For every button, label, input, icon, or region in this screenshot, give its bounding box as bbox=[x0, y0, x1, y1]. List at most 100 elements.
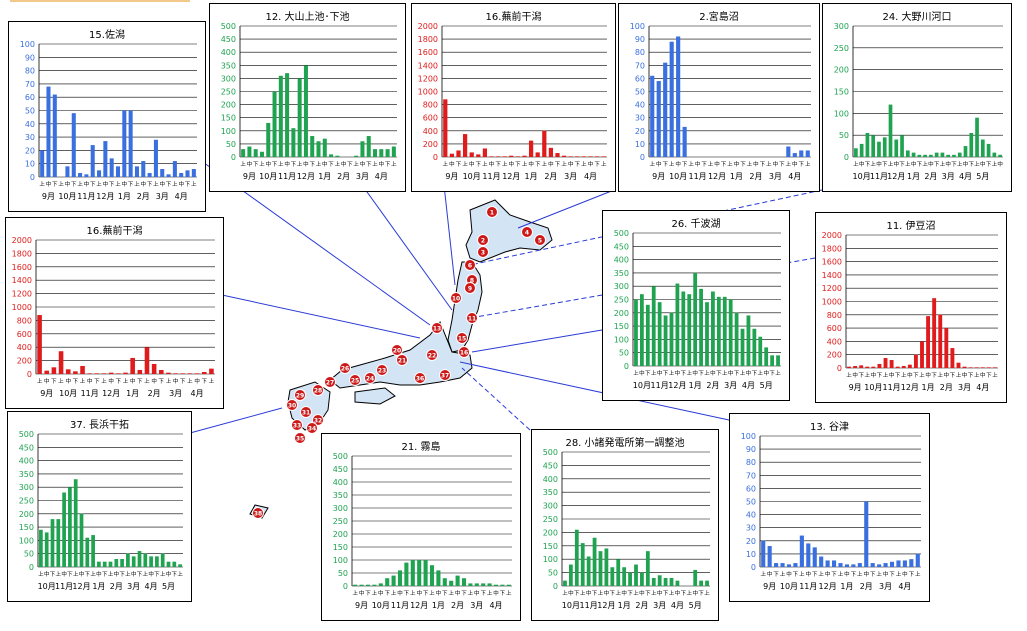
period-label: 上 bbox=[956, 371, 962, 379]
month-label: 10月 bbox=[259, 172, 277, 181]
period-label: 中 bbox=[604, 589, 610, 597]
bar bbox=[155, 556, 159, 567]
period-label: 下 bbox=[769, 370, 775, 377]
chart-title: 16.蕪前干潟 bbox=[485, 12, 542, 23]
period-label: 中 bbox=[378, 589, 384, 597]
period-label: 上 bbox=[125, 570, 131, 578]
period-label: 上 bbox=[187, 377, 193, 385]
site-marker-label: 37 bbox=[441, 373, 449, 380]
bar bbox=[913, 354, 918, 368]
period-label: 中 bbox=[166, 570, 172, 578]
bar bbox=[109, 158, 114, 177]
chart-title: 24. 大野川河口 bbox=[882, 12, 952, 23]
bar bbox=[372, 584, 377, 586]
bar bbox=[555, 153, 560, 157]
y-tick-label: 20 bbox=[635, 127, 645, 136]
period-label: 上 bbox=[352, 589, 358, 597]
month-label: 1月 bbox=[907, 172, 920, 181]
period-label: 下 bbox=[385, 161, 391, 168]
period-label: 中 bbox=[108, 377, 114, 385]
period-label: 上 bbox=[896, 570, 902, 578]
bar bbox=[728, 299, 733, 366]
period-label: 中 bbox=[266, 160, 272, 168]
chart-title: 2.宮島沼 bbox=[699, 12, 739, 23]
bar bbox=[85, 537, 90, 567]
bar bbox=[379, 149, 384, 157]
bar bbox=[316, 141, 321, 157]
bar bbox=[734, 312, 739, 366]
bar bbox=[650, 75, 655, 157]
period-label: 中 bbox=[455, 589, 461, 597]
bar bbox=[102, 561, 107, 567]
period-label: 下 bbox=[645, 590, 651, 597]
bar bbox=[968, 367, 973, 368]
bar bbox=[322, 138, 327, 157]
bar bbox=[905, 150, 910, 157]
y-tick-label: 1000 bbox=[822, 298, 842, 307]
period-label: 下 bbox=[592, 590, 598, 597]
bar bbox=[877, 141, 881, 157]
bar bbox=[116, 373, 121, 374]
period-label: 下 bbox=[986, 161, 992, 168]
bar bbox=[37, 315, 42, 374]
period-label: 上 bbox=[905, 160, 911, 168]
bar bbox=[980, 367, 985, 368]
period-label: 上 bbox=[240, 160, 246, 168]
period-label: 上 bbox=[686, 369, 692, 377]
bar bbox=[774, 563, 779, 567]
y-tick-label: 500 bbox=[19, 430, 34, 439]
period-label: 中 bbox=[341, 160, 347, 168]
site-marker bbox=[458, 346, 470, 358]
period-label: 上 bbox=[992, 371, 998, 379]
month-label: 4月 bbox=[976, 383, 989, 392]
y-tick-label: 10 bbox=[635, 140, 645, 149]
y-tick-label: 400 bbox=[17, 343, 32, 352]
period-label: 上 bbox=[581, 160, 587, 168]
y-tick-label: 300 bbox=[614, 282, 629, 291]
y-tick-label: 1000 bbox=[418, 88, 438, 97]
period-label: 下 bbox=[663, 370, 669, 377]
period-label: 中 bbox=[65, 377, 71, 385]
period-label: 中 bbox=[61, 570, 67, 578]
bar bbox=[705, 302, 709, 366]
y-tick-label: 100 bbox=[221, 127, 236, 136]
y-tick-label: 1600 bbox=[822, 258, 842, 267]
bar bbox=[586, 556, 591, 586]
bar bbox=[711, 291, 715, 366]
period-label: 上 bbox=[865, 371, 871, 379]
period-label: 上 bbox=[940, 160, 946, 168]
y-tick-label: 400 bbox=[19, 457, 34, 466]
bar bbox=[366, 136, 371, 157]
period-label: 下 bbox=[701, 161, 707, 168]
period-label: 上 bbox=[780, 570, 786, 578]
period-label: 上 bbox=[937, 371, 943, 379]
y-tick-label: 1800 bbox=[418, 35, 438, 44]
bar bbox=[126, 553, 130, 567]
chart-panel-c16a: 16.蕪前干潟 0 200 400 600 800 1000 1200 1400 1600 1800… bbox=[411, 3, 616, 192]
period-label: 上 bbox=[901, 371, 907, 379]
bar bbox=[900, 135, 904, 157]
site-marker bbox=[426, 349, 438, 361]
period-label: 下 bbox=[309, 161, 315, 168]
bar bbox=[94, 373, 100, 374]
period-label: 上 bbox=[838, 570, 844, 578]
bar bbox=[598, 551, 603, 586]
bar bbox=[493, 584, 499, 586]
bar bbox=[173, 373, 178, 374]
month-label: 2月 bbox=[706, 381, 719, 390]
period-label: 上 bbox=[39, 180, 45, 188]
site-marker bbox=[431, 322, 443, 334]
bar bbox=[39, 529, 43, 567]
bar bbox=[920, 341, 924, 368]
y-tick-label: 1400 bbox=[12, 276, 32, 285]
month-label: 1月 bbox=[525, 172, 538, 181]
bar bbox=[391, 146, 396, 157]
site-marker bbox=[464, 282, 476, 294]
bar bbox=[502, 156, 507, 157]
y-tick-label: 600 bbox=[17, 330, 32, 339]
month-label: 12月 bbox=[502, 172, 520, 181]
bar bbox=[574, 529, 579, 586]
period-label: 上 bbox=[922, 160, 928, 168]
leader-line bbox=[459, 361, 730, 421]
period-label: 中 bbox=[675, 160, 681, 168]
